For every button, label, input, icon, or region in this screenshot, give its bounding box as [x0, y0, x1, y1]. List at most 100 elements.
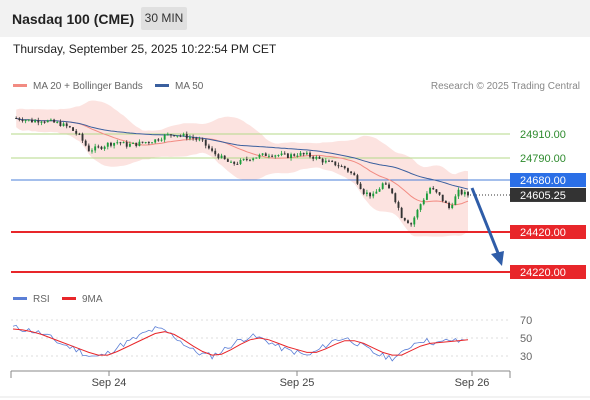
- candle-body-67: [226, 159, 229, 162]
- candle-body-41: [144, 142, 147, 144]
- candle-body-69: [233, 161, 236, 164]
- candle-body-10: [46, 120, 49, 123]
- candle-body-44: [154, 139, 157, 143]
- candle-body-130: [425, 193, 428, 200]
- candle-body-117: [384, 183, 387, 185]
- ma20-line: [16, 117, 469, 206]
- candle-body-111: [365, 192, 368, 194]
- candle-body-97: [321, 158, 324, 163]
- candle-body-63: [214, 150, 217, 155]
- candle-body-143: [467, 192, 469, 196]
- candle-body-53: [182, 134, 185, 136]
- candle-body-83: [277, 155, 280, 157]
- candle-body-48: [166, 134, 169, 136]
- candle-body-28: [103, 146, 106, 149]
- candle-body-61: [207, 145, 210, 149]
- candle-body-39: [138, 141, 141, 147]
- candle-body-2: [21, 119, 24, 122]
- level-label-5: 24220.00: [520, 267, 566, 279]
- candle-body-136: [444, 201, 447, 203]
- candle-body-116: [381, 183, 384, 189]
- candle-body-59: [201, 139, 204, 141]
- candle-body-57: [195, 138, 198, 140]
- candle-body-64: [217, 154, 220, 159]
- candle-body-131: [429, 188, 432, 194]
- timeframe-button[interactable]: 30 MIN: [141, 7, 187, 30]
- candle-body-73: [245, 159, 248, 161]
- candle-body-90: [299, 152, 302, 156]
- candle-body-5: [31, 119, 33, 123]
- candle-body-105: [346, 168, 349, 172]
- level-labels: 24910.00 24790.00 24680.00 24605.25 24420.00…: [510, 127, 586, 279]
- candle-body-86: [286, 153, 289, 158]
- candle-body-6: [34, 120, 37, 123]
- candle-body-45: [157, 139, 160, 141]
- candle-body-123: [403, 217, 406, 221]
- candle-body-32: [116, 142, 119, 144]
- bollinger-band-area: [16, 100, 468, 237]
- rsi-legend-swatch: [13, 297, 27, 300]
- candle-body-108: [356, 175, 359, 184]
- rsi-legend-label: RSI: [33, 294, 50, 305]
- candle-body-4: [27, 119, 30, 121]
- candle-body-134: [438, 192, 441, 195]
- candle-body-20: [78, 133, 81, 135]
- level-label-bg-0: [510, 127, 586, 141]
- candle-body-121: [397, 202, 400, 208]
- candle-body-38: [135, 142, 138, 147]
- candle-body-33: [119, 142, 122, 144]
- candle-body-79: [264, 153, 267, 156]
- ma50-legend-swatch: [155, 84, 169, 87]
- candle-body-125: [410, 223, 413, 225]
- level-label-0: 24910.00: [520, 129, 566, 141]
- candle-body-56: [192, 137, 195, 139]
- candle-body-34: [122, 142, 125, 144]
- x-axis: Sep 24 Sep 25 Sep 26: [0, 370, 590, 398]
- rsi-tick-70: 70: [520, 315, 532, 327]
- candle-body-11: [49, 119, 52, 121]
- x-tick-label-2: Sep 26: [455, 377, 490, 389]
- candle-body-95: [315, 156, 318, 159]
- candle-body-127: [416, 209, 419, 218]
- candle-body-62: [211, 148, 214, 151]
- candle-body-37: [132, 142, 135, 144]
- candle-body-88: [293, 154, 296, 156]
- candle-body-94: [312, 156, 315, 159]
- candle-body-8: [40, 121, 43, 123]
- candle-body-24: [91, 150, 93, 152]
- candle-body-126: [413, 217, 416, 225]
- x-tick-label-1: Sep 25: [280, 377, 315, 389]
- candle-body-99: [328, 160, 330, 162]
- candle-body-40: [141, 141, 144, 143]
- candle-body-3: [24, 120, 27, 122]
- candle-body-51: [176, 135, 179, 137]
- candle-body-54: [185, 134, 188, 139]
- candle-body-104: [343, 166, 346, 169]
- candle-body-46: [160, 139, 163, 141]
- candle-body-0: [15, 118, 18, 119]
- candle-body-43: [151, 142, 153, 144]
- rsi-panel: 70 50 30: [11, 315, 532, 363]
- forecast-arrow-shaft: [470, 187, 502, 259]
- candle-body-84: [280, 153, 283, 156]
- candle-body-112: [369, 192, 371, 197]
- candle-body-107: [353, 173, 356, 176]
- candle-body-19: [75, 130, 78, 134]
- candle-body-129: [422, 199, 425, 205]
- candle-body-55: [188, 137, 191, 139]
- level-label-2: 24680.00: [520, 175, 566, 187]
- candle-body-13: [56, 122, 59, 124]
- candle-body-52: [179, 135, 182, 137]
- candles: [15, 116, 469, 227]
- candle-body-137: [448, 202, 450, 209]
- candle-body-115: [378, 188, 381, 192]
- candle-body-23: [87, 145, 90, 152]
- level-label-bg-4: [510, 225, 586, 239]
- forecast-arrow-head: [491, 251, 504, 266]
- candle-body-138: [451, 204, 454, 209]
- top-frame-line: [0, 36, 590, 37]
- bollinger-legend-label: MA 20 + Bollinger Bands: [33, 81, 143, 92]
- candle-body-98: [324, 160, 327, 163]
- candle-body-141: [460, 189, 463, 195]
